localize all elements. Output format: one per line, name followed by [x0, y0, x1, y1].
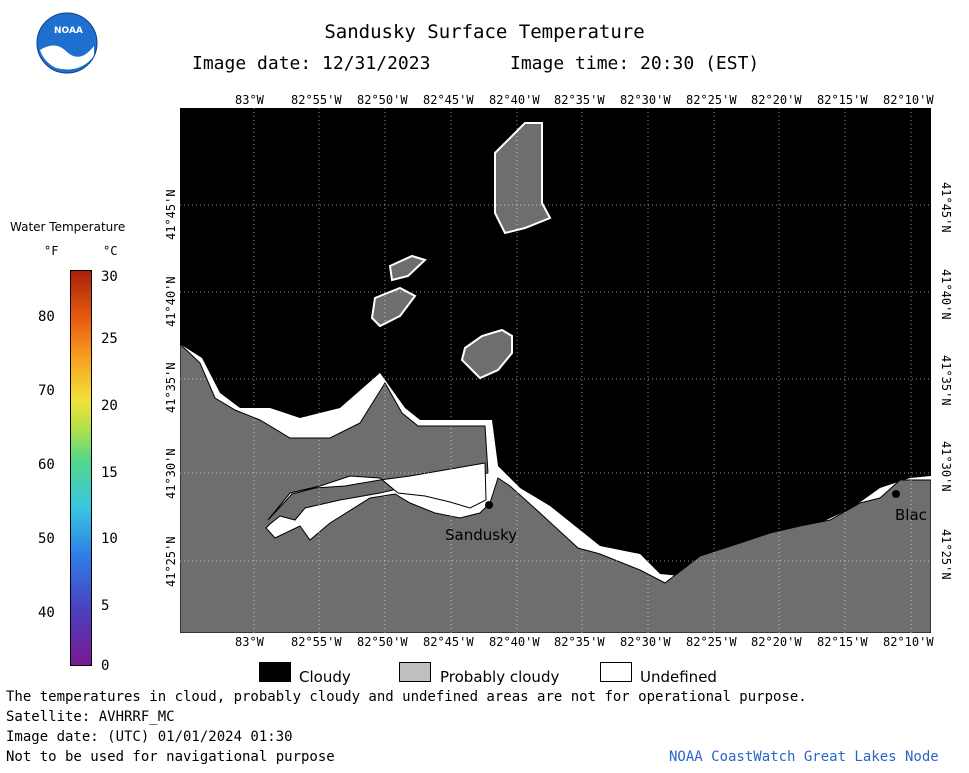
colorbar-title: Water Temperature: [10, 220, 126, 234]
lon-tick: 82°10'W: [883, 635, 934, 649]
lat-tick: 41°25'N: [164, 536, 178, 587]
c-tick: 15: [101, 465, 118, 481]
legend-swatch-undefined: [600, 662, 632, 682]
f-tick: 80: [38, 309, 55, 325]
lon-tick: 82°30'W: [620, 635, 671, 649]
footer-satellite: Satellite: AVHRRF_MC: [6, 709, 175, 725]
lat-tick: 41°30'N: [939, 441, 953, 492]
lat-tick: 41°40'N: [939, 269, 953, 320]
lat-tick: 41°35'N: [939, 355, 953, 406]
legend-swatch-probably-cloudy: [399, 662, 431, 682]
f-tick: 40: [38, 605, 55, 621]
legend-label: Undefined: [640, 668, 717, 686]
lat-tick: 41°25'N: [939, 529, 953, 580]
c-tick: 5: [101, 598, 110, 614]
lat-tick: 41°30'N: [164, 448, 178, 499]
lon-tick: 83°W: [235, 93, 264, 107]
map-panel: [180, 108, 931, 633]
f-tick: 50: [38, 531, 55, 547]
lon-tick: 82°20'W: [751, 635, 802, 649]
image-date: Image date: 12/31/2023: [192, 53, 431, 74]
colorbar-gradient: [70, 270, 92, 666]
lon-tick: 82°40'W: [489, 635, 540, 649]
page-title: Sandusky Surface Temperature: [324, 21, 645, 43]
blac-marker: [892, 490, 900, 498]
f-tick: 60: [38, 457, 55, 473]
noaa-logo: NOAA: [36, 12, 98, 74]
c-tick: 20: [101, 398, 118, 414]
lon-tick: 82°20'W: [751, 93, 802, 107]
sandusky-marker: [485, 501, 493, 509]
legend-swatch-cloudy: [259, 662, 291, 682]
f-tick: 70: [38, 383, 55, 399]
lon-tick: 82°25'W: [686, 93, 737, 107]
lon-tick: 82°50'W: [357, 93, 408, 107]
city-label-blac: Blac: [895, 506, 927, 524]
c-tick: 0: [101, 658, 110, 674]
c-tick: 30: [101, 269, 118, 285]
lon-tick: 82°45'W: [423, 93, 474, 107]
lon-tick: 82°15'W: [817, 635, 868, 649]
legend-label: Cloudy: [299, 668, 351, 686]
colorbar-unit-c: °C: [103, 244, 118, 258]
lon-tick: 82°55'W: [291, 635, 342, 649]
city-label-sandusky: Sandusky: [445, 526, 518, 544]
c-tick: 25: [101, 331, 118, 347]
lon-tick: 82°35'W: [554, 635, 605, 649]
island: [370, 286, 417, 328]
lon-tick: 82°50'W: [357, 635, 408, 649]
lon-tick: 82°40'W: [489, 93, 540, 107]
lon-tick: 82°25'W: [686, 635, 737, 649]
lon-tick: 82°15'W: [817, 93, 868, 107]
bay-undefined: [267, 462, 487, 521]
logo-text: NOAA: [54, 26, 83, 36]
footer-nav-warning: Not to be used for navigational purpose: [6, 749, 335, 765]
footer-disclaimer: The temperatures in cloud, probably clou…: [6, 689, 807, 705]
island: [460, 328, 513, 380]
footer-credit: NOAA CoastWatch Great Lakes Node: [669, 749, 939, 765]
image-time: Image time: 20:30 (EST): [510, 53, 760, 74]
lat-tick: 41°45'N: [939, 182, 953, 233]
land-area: [180, 343, 931, 633]
island: [388, 254, 427, 282]
noaa-logo-icon: [36, 12, 98, 74]
footer-utc-date: Image date: (UTC) 01/01/2024 01:30: [6, 729, 293, 745]
lon-tick: 82°35'W: [554, 93, 605, 107]
colorbar-unit-f: °F: [44, 244, 59, 258]
lon-tick: 82°45'W: [423, 635, 474, 649]
lat-tick: 41°45'N: [164, 189, 178, 240]
lon-tick: 82°55'W: [291, 93, 342, 107]
c-tick: 10: [101, 531, 118, 547]
lat-tick: 41°35'N: [164, 362, 178, 413]
legend-label: Probably cloudy: [440, 668, 560, 686]
lat-tick: 41°40'N: [164, 276, 178, 327]
lon-tick: 82°10'W: [883, 93, 934, 107]
lon-tick: 82°30'W: [620, 93, 671, 107]
lon-tick: 83°W: [235, 635, 264, 649]
